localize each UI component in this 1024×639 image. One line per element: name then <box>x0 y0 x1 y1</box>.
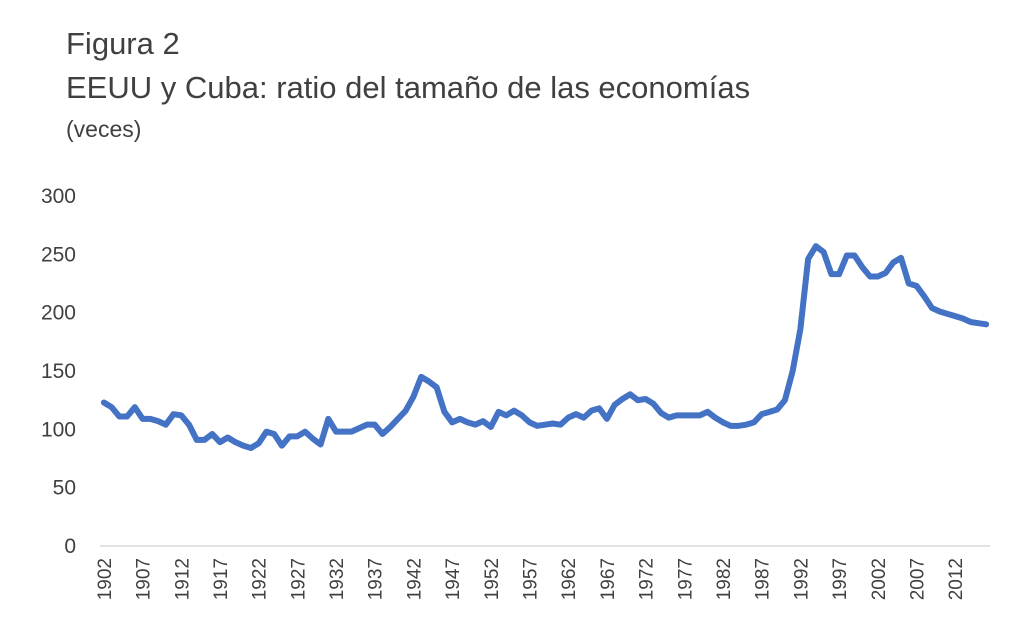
x-tick-label: 1922 <box>250 558 271 600</box>
x-tick-label: 1987 <box>753 558 774 600</box>
x-tick-label: 1917 <box>211 558 232 600</box>
x-axis-ticks: 1902 1907 1912 1917 1922 1927 1932 1937 1942 1947… <box>95 558 967 600</box>
x-tick-label: 1932 <box>327 558 348 600</box>
y-tick-label: 250 <box>41 243 76 266</box>
x-tick-label: 1952 <box>482 558 503 600</box>
y-tick-label: 0 <box>64 535 76 558</box>
x-tick-label: 1972 <box>637 558 658 600</box>
series-line <box>100 243 990 451</box>
x-tick-label: 1947 <box>443 558 464 600</box>
x-tick-label: 1957 <box>521 558 542 600</box>
x-tick-label: 1902 <box>95 558 116 600</box>
x-tick-label: 1982 <box>714 558 735 600</box>
y-tick-label: 150 <box>41 360 76 383</box>
x-tick-label: 1977 <box>675 558 696 600</box>
y-tick-label: 50 <box>53 477 76 500</box>
figure-label: Figura 2 <box>66 26 180 61</box>
x-tick-label: 1967 <box>598 558 619 600</box>
x-tick-label: 1962 <box>559 558 580 600</box>
x-tick-label: 1912 <box>172 558 193 600</box>
unit-label: (veces) <box>66 116 142 142</box>
y-tick-label: 300 <box>41 185 76 208</box>
x-tick-label: 1942 <box>404 558 425 600</box>
x-tick-label: 1937 <box>366 558 387 600</box>
x-tick-label: 2012 <box>946 558 967 600</box>
y-axis-ticks: 0 50 100 150 200 250 300 <box>41 185 76 558</box>
y-tick-label: 200 <box>41 302 76 325</box>
x-tick-label: 2007 <box>907 558 928 600</box>
x-tick-label: 2002 <box>869 558 890 600</box>
x-tick-label: 1907 <box>134 558 155 600</box>
x-tick-label: 1927 <box>288 558 309 600</box>
y-tick-label: 100 <box>41 418 76 441</box>
x-tick-label: 1992 <box>791 558 812 600</box>
x-tick-label: 1997 <box>830 558 851 600</box>
chart-title: EEUU y Cuba: ratio del tamaño de las eco… <box>66 70 751 105</box>
